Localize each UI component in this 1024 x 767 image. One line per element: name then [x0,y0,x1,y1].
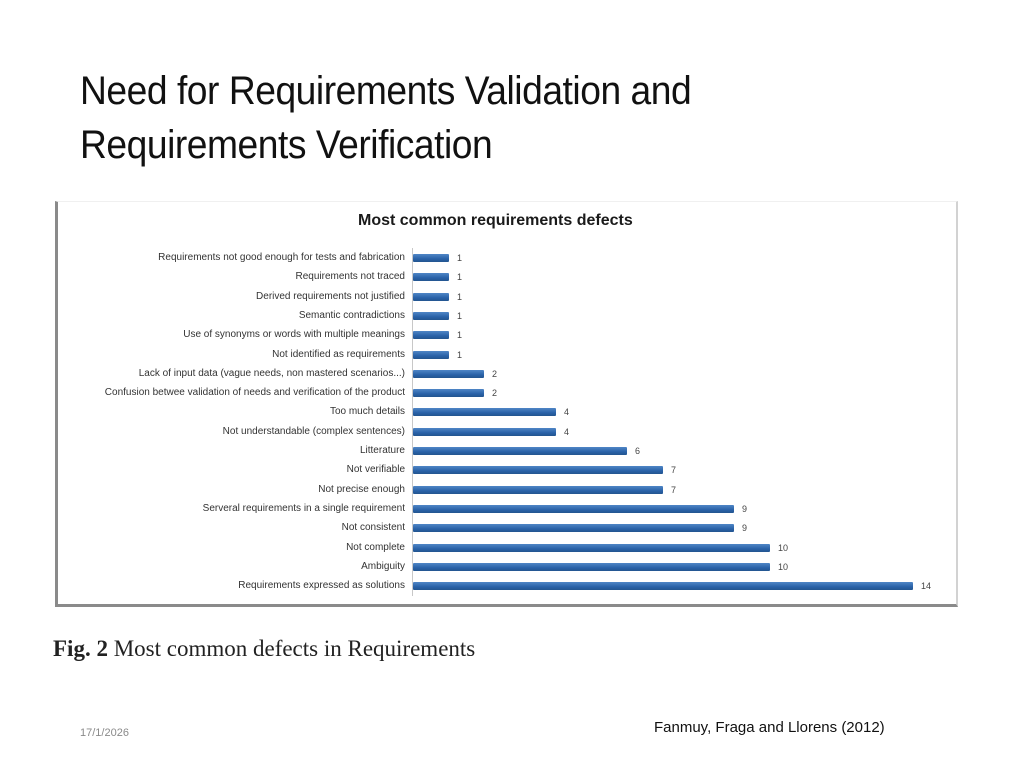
bar-value-label: 10 [778,562,789,572]
bar-value-label: 1 [457,253,463,263]
bar [413,563,770,571]
figure-frame [55,201,958,607]
chart-title: Most common requirements defects [358,212,633,229]
bar-label: Serveral requirements in a single requir… [202,503,405,514]
bar-value-label: 14 [921,581,932,591]
bar [413,428,556,436]
bar-value-label: 9 [742,523,748,533]
bar [413,273,449,281]
bar-value-label: 4 [564,407,570,417]
bar-label: Not understandable (complex sentences) [222,426,405,437]
slide-title-line-1: Need for Requirements Validation and [80,69,692,113]
bar-label: Not verifiable [346,464,405,475]
bar-label: Not precise enough [318,484,405,495]
figure-caption: Fig. 2 Most common defects in Requiremen… [53,636,475,662]
bar-label: Not consistent [341,522,405,533]
bar-label: Confusion betwee validation of needs and… [104,387,405,398]
bar [413,582,913,590]
bar-value-label: 9 [742,504,748,514]
footer-date: 17/1/2026 [80,727,129,739]
bar-value-label: 2 [492,369,498,379]
bar [413,370,484,378]
bar-value-label: 1 [457,311,463,321]
bar-label: Requirements not good enough for tests a… [158,252,405,263]
bar [413,505,734,513]
bar-label: Requirements expressed as solutions [238,580,405,591]
bar [413,293,449,301]
bar-label: Semantic contradictions [298,310,405,321]
bar [413,466,663,474]
footer-source-citation: Fanmuy, Fraga and Llorens (2012) [654,719,885,736]
bar-label: Litterature [359,445,405,456]
category-axis-line [412,248,413,596]
bar [413,524,734,532]
bar-label: Lack of input data (vague needs, non mas… [138,368,405,379]
figure-number: Fig. 2 [53,636,108,661]
bar-value-label: 6 [635,446,641,456]
bar-value-label: 1 [457,330,463,340]
bar-value-label: 7 [671,465,677,475]
bar-value-label: 4 [564,427,570,437]
bar [413,486,663,494]
bar [413,408,556,416]
bar-value-label: 1 [457,292,463,302]
bar-value-label: 1 [457,350,463,360]
slide-title-line-2: Requirements Verification [80,123,493,167]
bar [413,447,627,455]
bar-value-label: 10 [778,543,789,553]
bar [413,544,770,552]
bar [413,254,449,262]
bar-label: Too much details [329,406,405,417]
bar [413,389,484,397]
bar-value-label: 7 [671,485,677,495]
bar-label: Derived requirements not justified [256,291,405,302]
bar-value-label: 1 [457,272,463,282]
bar-label: Use of synonyms or words with multiple m… [183,329,405,340]
bar [413,351,449,359]
bar [413,331,449,339]
bar-label: Not complete [346,542,405,553]
bar-label: Not identified as requirements [272,349,405,360]
bar-value-label: 2 [492,388,498,398]
slide-title: Need for Requirements Validation and Req… [80,64,898,172]
bar-label: Ambiguity [361,561,405,572]
bar [413,312,449,320]
figure-caption-text: Most common defects in Requirements [107,636,476,661]
bar-label: Requirements not traced [295,271,405,282]
